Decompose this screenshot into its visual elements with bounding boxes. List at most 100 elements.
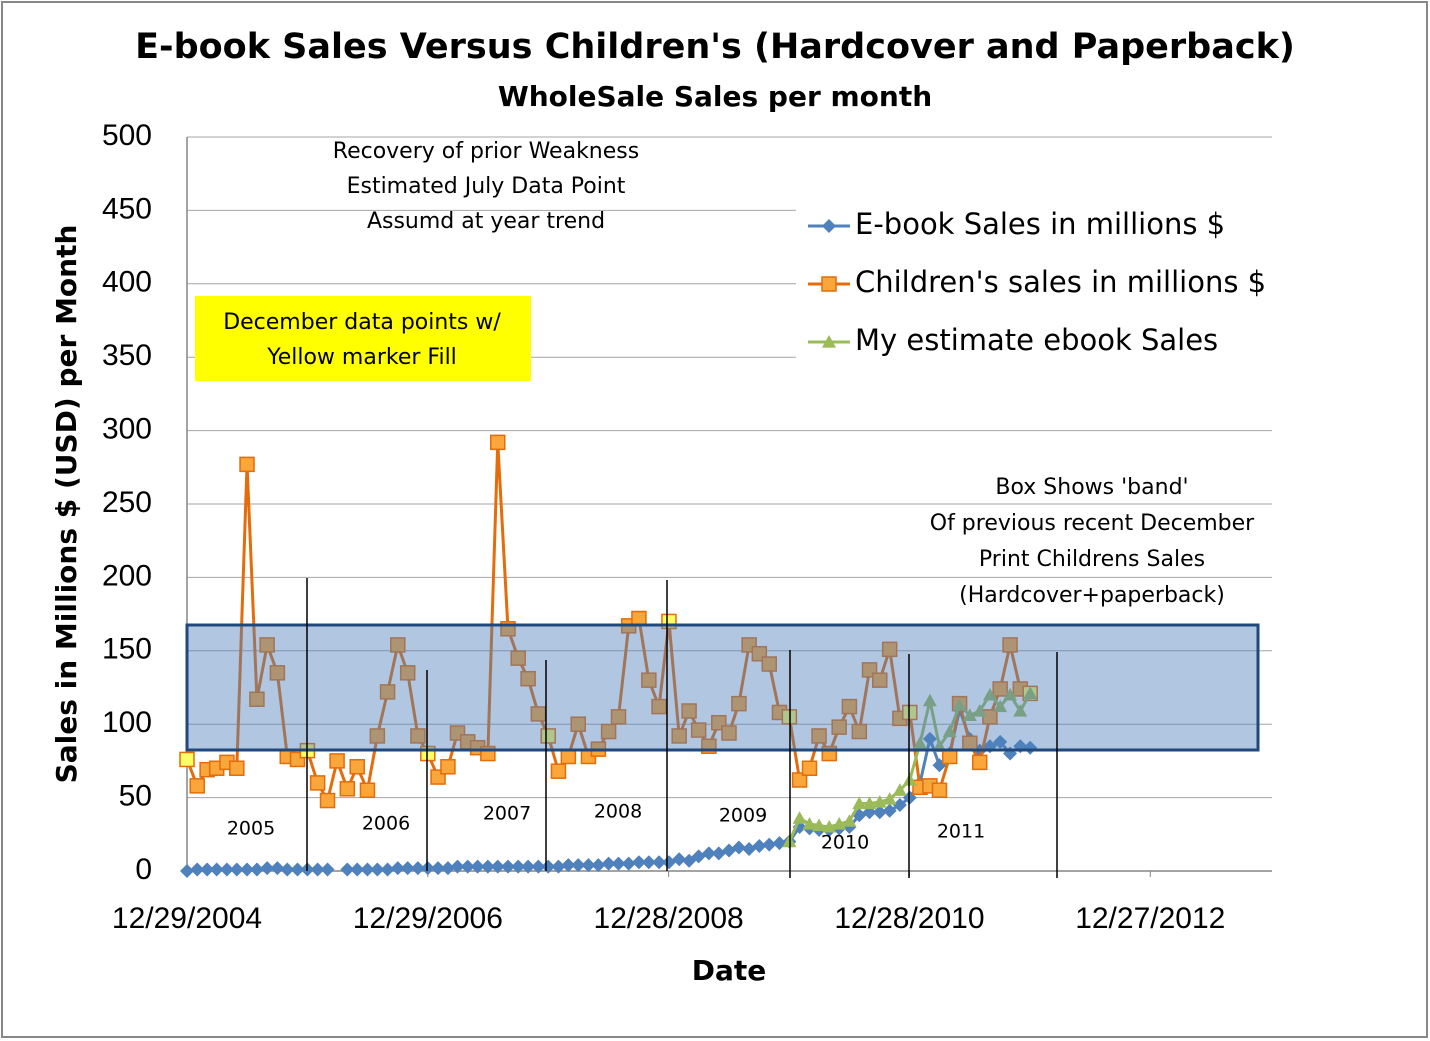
marker bbox=[431, 861, 446, 876]
x-tick-label: 12/27/2012 bbox=[1075, 902, 1225, 935]
marker bbox=[721, 725, 737, 741]
y-tick-label: 450 bbox=[102, 192, 152, 225]
marker bbox=[480, 859, 495, 874]
x-tick-label: 12/29/2006 bbox=[353, 902, 503, 935]
marker bbox=[690, 722, 707, 738]
year-label: 2006 bbox=[362, 813, 410, 835]
annotation: Of previous recent December bbox=[930, 511, 1255, 536]
marker bbox=[410, 728, 426, 744]
marker bbox=[460, 859, 475, 874]
marker bbox=[1013, 703, 1028, 717]
marker bbox=[913, 736, 928, 749]
marker bbox=[601, 856, 616, 871]
marker bbox=[621, 856, 636, 871]
marker bbox=[681, 703, 697, 719]
marker bbox=[400, 861, 415, 876]
band-box bbox=[185, 623, 1260, 752]
y-tick-label: 50 bbox=[119, 780, 152, 813]
marker bbox=[902, 704, 918, 721]
marker bbox=[490, 434, 506, 451]
marker bbox=[550, 763, 567, 779]
x-axis-label: Date bbox=[692, 954, 767, 987]
year-label: 2005 bbox=[227, 818, 275, 840]
marker bbox=[661, 855, 676, 870]
marker bbox=[792, 811, 807, 824]
marker bbox=[631, 855, 646, 870]
marker bbox=[842, 814, 857, 827]
marker bbox=[701, 846, 716, 861]
marker bbox=[992, 681, 1008, 697]
marker bbox=[290, 862, 305, 877]
chart-title: E-book Sales Versus Children's (Hardcove… bbox=[135, 27, 1295, 67]
marker bbox=[310, 862, 325, 877]
yellow-note-box bbox=[195, 296, 531, 381]
marker bbox=[993, 734, 1008, 749]
annotation: Estimated July Data Point bbox=[347, 174, 626, 199]
marker bbox=[520, 670, 536, 687]
marker bbox=[390, 637, 406, 653]
marker bbox=[851, 723, 868, 740]
marker bbox=[399, 665, 416, 681]
marker bbox=[971, 754, 988, 771]
marker bbox=[952, 698, 967, 711]
y-tick-label: 0 bbox=[135, 853, 152, 886]
year-label: 2007 bbox=[483, 803, 531, 825]
y-tick-label: 300 bbox=[102, 413, 152, 446]
marker bbox=[812, 818, 827, 832]
marker bbox=[822, 335, 836, 348]
marker bbox=[982, 687, 997, 701]
marker bbox=[190, 862, 205, 877]
marker bbox=[379, 684, 396, 700]
marker bbox=[892, 797, 907, 812]
marker bbox=[500, 859, 515, 874]
marker bbox=[761, 656, 778, 672]
marker bbox=[651, 698, 667, 715]
marker bbox=[249, 862, 264, 877]
marker bbox=[671, 728, 687, 744]
marker bbox=[370, 862, 385, 877]
marker bbox=[440, 861, 455, 876]
marker bbox=[600, 723, 617, 740]
marker bbox=[821, 276, 837, 292]
marker bbox=[922, 731, 937, 746]
marker bbox=[731, 840, 746, 855]
marker bbox=[209, 862, 224, 877]
x-tick-label: 12/28/2010 bbox=[834, 902, 984, 935]
marker bbox=[390, 861, 405, 876]
marker bbox=[350, 862, 365, 877]
y-tick-label: 100 bbox=[102, 706, 152, 739]
marker bbox=[1023, 686, 1038, 699]
marker bbox=[902, 772, 917, 786]
y-tick-label: 350 bbox=[102, 339, 152, 372]
marker bbox=[560, 748, 577, 765]
annotation: December data points w/ bbox=[223, 310, 501, 335]
marker bbox=[571, 858, 586, 873]
marker bbox=[731, 695, 747, 712]
marker bbox=[511, 859, 526, 874]
marker bbox=[309, 775, 326, 791]
marker bbox=[962, 708, 977, 721]
marker bbox=[711, 846, 726, 861]
year-label: 2009 bbox=[719, 805, 767, 827]
marker bbox=[841, 698, 858, 715]
marker bbox=[641, 672, 657, 688]
marker bbox=[320, 862, 335, 877]
marker bbox=[470, 859, 485, 874]
marker bbox=[340, 862, 355, 877]
chart-subtitle: WholeSale Sales per month bbox=[498, 80, 932, 113]
year-label: 2011 bbox=[937, 821, 985, 843]
marker bbox=[229, 862, 244, 877]
marker bbox=[862, 796, 877, 810]
marker bbox=[260, 861, 275, 876]
marker bbox=[490, 859, 505, 874]
y-tick-label: 500 bbox=[102, 119, 152, 152]
marker bbox=[521, 859, 536, 874]
marker bbox=[631, 610, 647, 627]
marker bbox=[540, 728, 556, 744]
marker bbox=[801, 760, 818, 776]
marker bbox=[762, 837, 777, 852]
y-tick-label: 400 bbox=[102, 266, 152, 299]
marker bbox=[229, 760, 245, 776]
